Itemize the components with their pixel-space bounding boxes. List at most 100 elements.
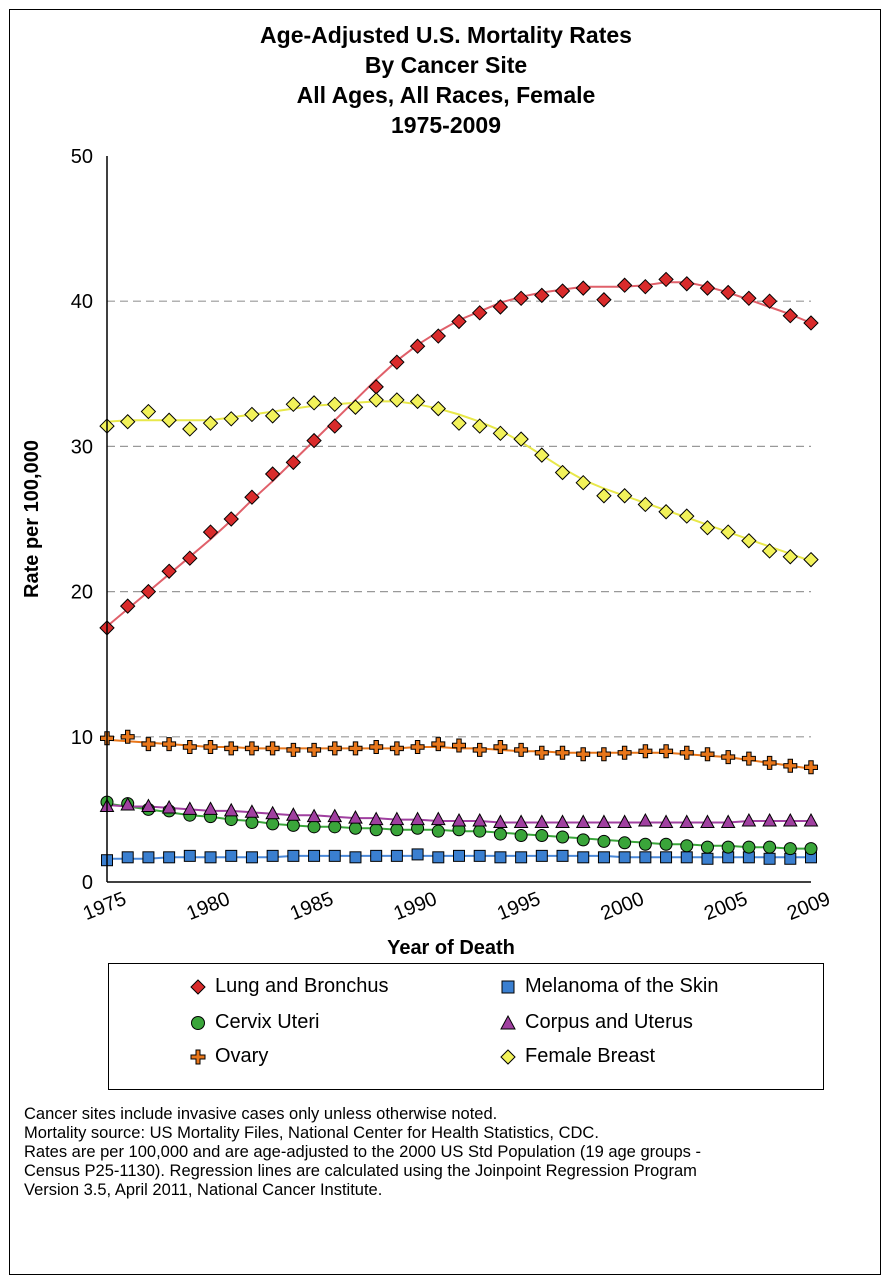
data-point-female-breast: [306, 395, 322, 411]
data-point-melanoma-of-the-skin: [763, 852, 776, 865]
data-point-melanoma-of-the-skin: [597, 851, 610, 864]
data-point-female-breast: [616, 488, 633, 504]
data-point-ovary: [286, 742, 301, 757]
x-tick-label: 1995: [494, 888, 544, 925]
title-line: Age-Adjusted U.S. Mortality Rates: [260, 22, 632, 48]
legend-label: Female Breast: [525, 1045, 656, 1067]
data-point-female-breast: [741, 533, 757, 549]
data-point-cervix-uteri: [390, 823, 404, 837]
data-point-ovary: [162, 737, 177, 752]
data-point-female-breast: [244, 406, 260, 423]
data-point-melanoma-of-the-skin: [473, 849, 486, 862]
circle-green-icon: [191, 1016, 205, 1030]
data-point-lung-and-bronchus: [492, 299, 509, 315]
data-point-melanoma-of-the-skin: [535, 849, 548, 862]
data-point-lung-and-bronchus: [782, 308, 799, 324]
data-point-melanoma-of-the-skin: [432, 851, 445, 864]
data-point-corpus-and-uterus: [493, 814, 508, 828]
data-point-melanoma-of-the-skin: [163, 851, 176, 864]
footnote-line: Version 3.5, April 2011, National Cancer…: [24, 1181, 383, 1199]
data-point-ovary: [741, 751, 756, 766]
y-tick-label: 20: [71, 582, 93, 604]
y-axis-title: Rate per 100,000: [21, 440, 43, 598]
legend-label: Lung and Bronchus: [215, 975, 389, 997]
diamond-yellow-icon: [500, 1049, 516, 1065]
data-point-ovary: [617, 745, 632, 760]
title-line: All Ages, All Races, Female: [296, 82, 596, 108]
data-point-corpus-and-uterus: [410, 811, 425, 826]
data-point-melanoma-of-the-skin: [453, 849, 465, 862]
data-point-ovary: [783, 758, 798, 773]
data-point-melanoma-of-the-skin: [204, 851, 217, 864]
data-point-lung-and-bronchus: [223, 511, 239, 527]
data-point-lung-and-bronchus: [285, 454, 302, 471]
data-point-lung-and-bronchus: [720, 284, 736, 301]
data-point-melanoma-of-the-skin: [287, 849, 300, 862]
data-point-ovary: [182, 740, 197, 754]
data-point-ovary: [596, 747, 611, 762]
data-point-melanoma-of-the-skin: [183, 849, 196, 862]
data-point-female-breast: [492, 425, 509, 442]
data-point-lung-and-bronchus: [741, 290, 757, 307]
data-point-lung-and-bronchus: [575, 280, 591, 296]
data-point-lung-and-bronchus: [182, 550, 198, 566]
data-point-female-breast: [451, 415, 467, 431]
footnote-line: Rates are per 100,000 and are age-adjust…: [24, 1143, 701, 1161]
data-point-melanoma-of-the-skin: [701, 852, 714, 865]
data-point-melanoma-of-the-skin: [660, 851, 673, 864]
data-point-lung-and-bronchus: [202, 524, 219, 540]
data-point-lung-and-bronchus: [596, 292, 612, 308]
data-point-cervix-uteri: [597, 834, 611, 848]
data-point-lung-and-bronchus: [368, 379, 384, 395]
data-point-cervix-uteri: [286, 818, 300, 832]
x-tick-label: 1990: [391, 888, 441, 925]
diamond-red-icon: [190, 979, 206, 995]
data-point-cervix-uteri: [680, 839, 694, 853]
y-tick-label: 40: [71, 291, 93, 313]
data-point-lung-and-bronchus: [761, 293, 778, 309]
data-point-melanoma-of-the-skin: [370, 849, 383, 862]
data-point-cervix-uteri: [473, 824, 487, 838]
data-point-melanoma-of-the-skin: [639, 851, 652, 864]
data-point-female-breast: [327, 396, 343, 412]
data-point-corpus-and-uterus: [679, 814, 695, 828]
legend: Lung and Bronchus Melanoma of the Skin C…: [108, 963, 824, 1090]
data-point-ovary: [452, 738, 466, 753]
data-point-cervix-uteri: [556, 830, 570, 844]
data-point-ovary: [307, 742, 322, 757]
data-point-cervix-uteri: [783, 842, 797, 856]
data-point-lung-and-bronchus: [616, 277, 633, 293]
data-point-corpus-and-uterus: [700, 814, 715, 828]
data-point-female-breast: [782, 549, 799, 565]
data-point-lung-and-bronchus: [451, 313, 467, 330]
data-point-lung-and-bronchus: [264, 466, 281, 482]
data-point-cervix-uteri: [804, 842, 818, 856]
data-point-corpus-and-uterus: [430, 811, 446, 826]
data-point-ovary: [514, 742, 529, 757]
footnote-line: Mortality source: US Mortality Files, Na…: [24, 1124, 599, 1142]
legend-label: Cervix Uteri: [215, 1011, 320, 1033]
footnote-line: Cancer sites include invasive cases only…: [24, 1105, 498, 1123]
data-point-ovary: [120, 729, 135, 744]
data-point-lung-and-bronchus: [534, 287, 550, 304]
data-point-lung-and-bronchus: [306, 432, 322, 449]
square-blue-icon: [501, 980, 515, 994]
data-point-cervix-uteri: [700, 840, 714, 854]
legend-label: Melanoma of the Skin: [525, 975, 719, 997]
data-point-female-breast: [761, 543, 778, 559]
data-point-cervix-uteri: [307, 820, 321, 834]
data-point-ovary: [431, 737, 446, 752]
data-point-female-breast: [182, 421, 198, 437]
data-point-melanoma-of-the-skin: [577, 851, 590, 864]
data-point-female-breast: [803, 551, 819, 568]
data-point-lung-and-bronchus: [699, 280, 716, 296]
title-line: By Cancer Site: [364, 52, 528, 78]
data-point-ovary: [389, 741, 404, 756]
data-point-cervix-uteri: [535, 829, 549, 843]
data-point-ovary: [762, 755, 777, 770]
data-point-lung-and-bronchus: [637, 278, 654, 295]
data-point-female-breast: [285, 396, 302, 412]
data-point-corpus-and-uterus: [244, 804, 260, 818]
data-point-melanoma-of-the-skin: [494, 851, 507, 864]
data-point-ovary: [804, 760, 818, 775]
